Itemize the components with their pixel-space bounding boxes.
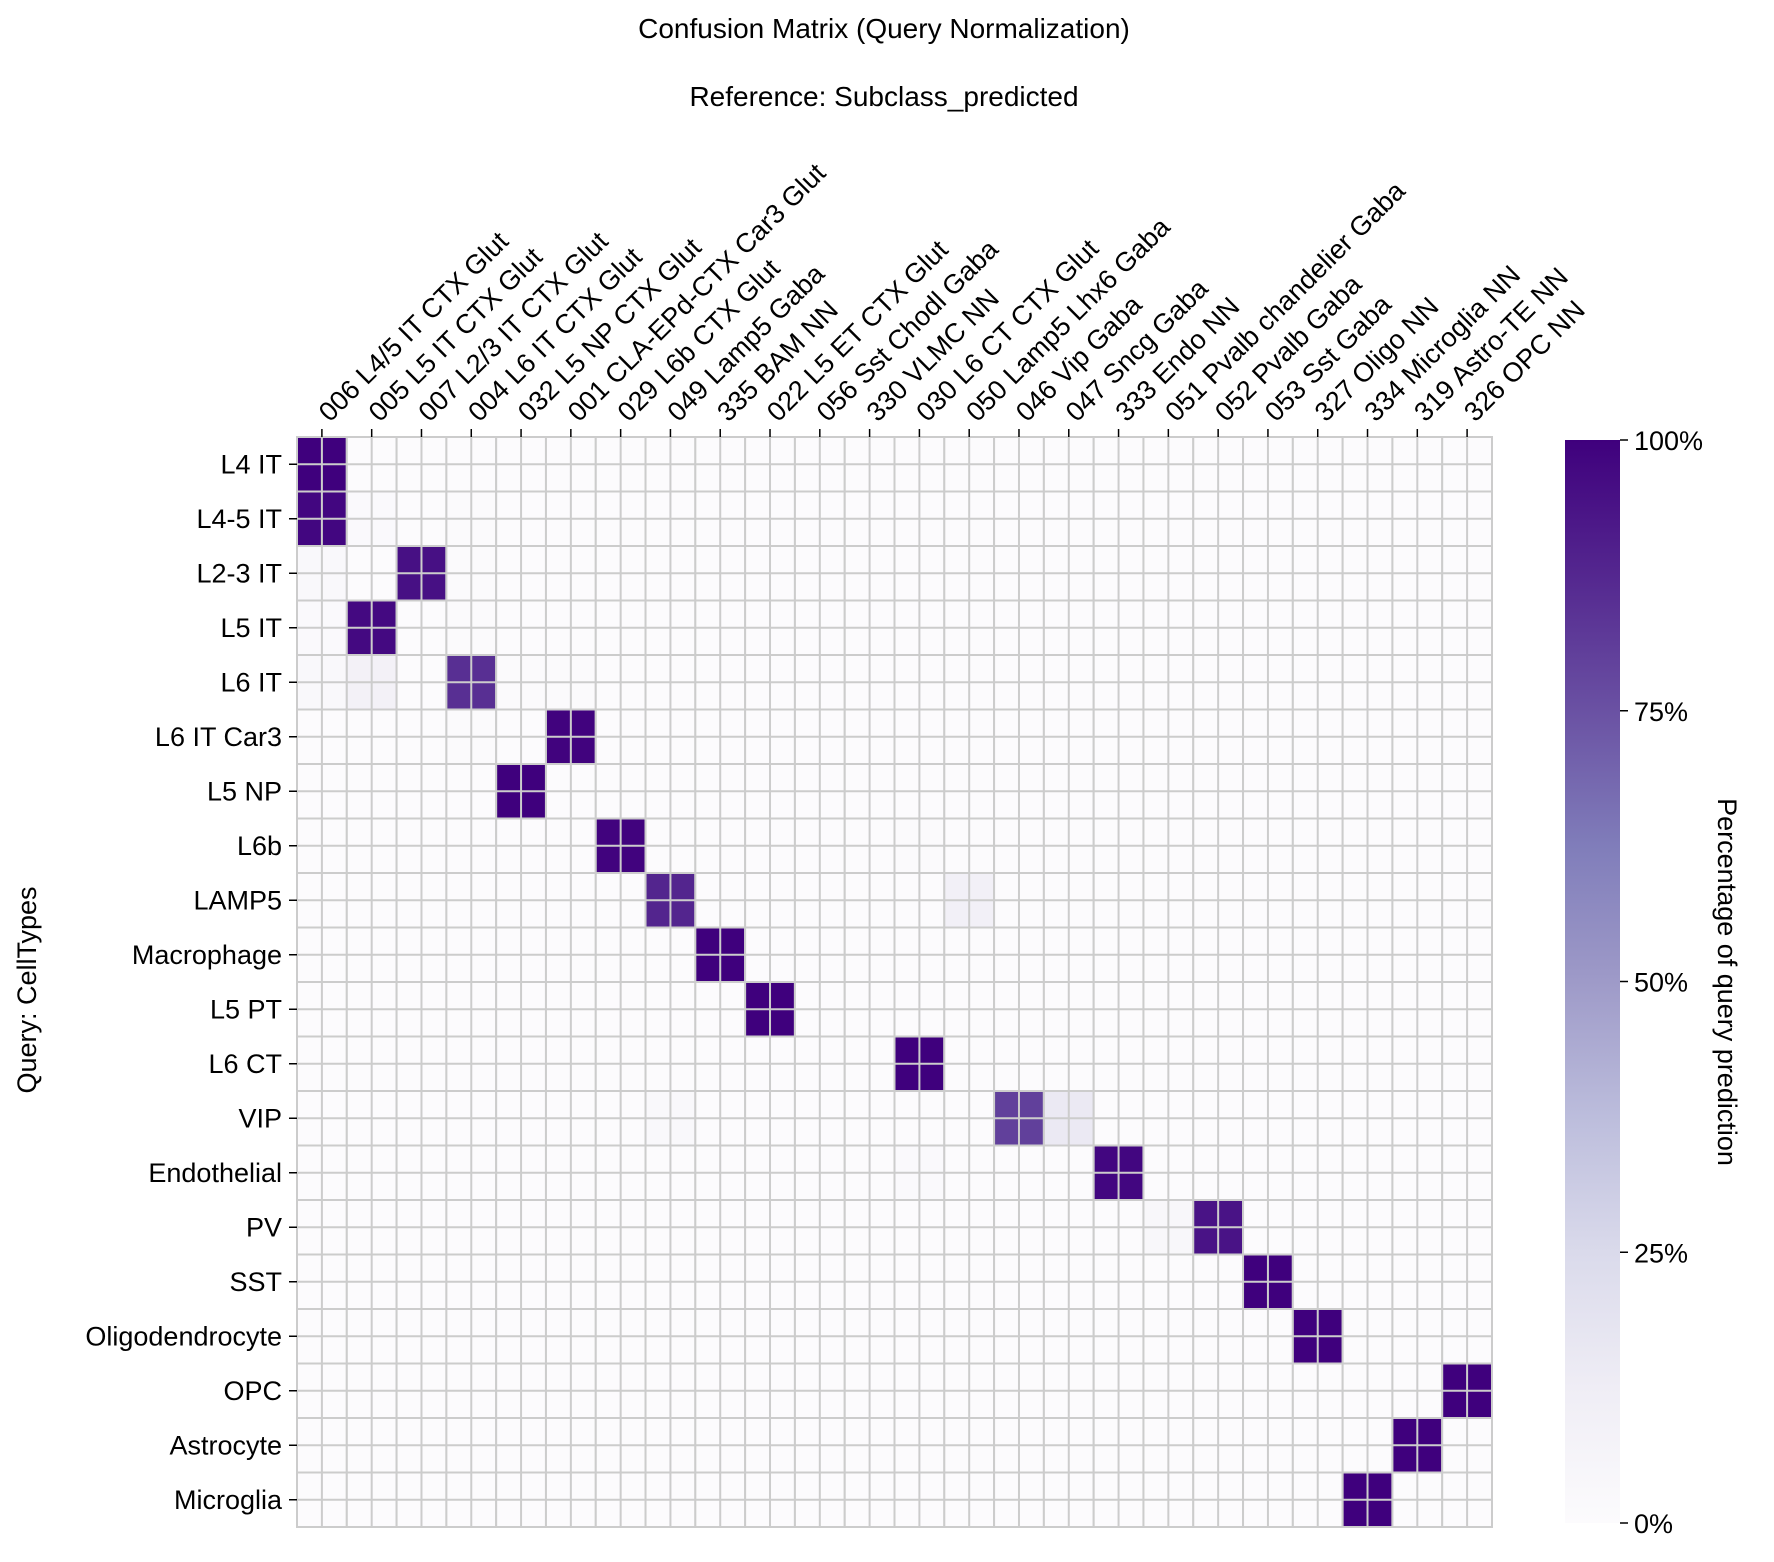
colorbar-tick-label: 100%: [1634, 426, 1703, 456]
colorbar-tick-label: 25%: [1634, 1238, 1688, 1268]
y-tick-label: VIP: [238, 1103, 282, 1133]
y-tick-label: Astrocyte: [169, 1430, 282, 1460]
colorbar-ticks: 0% 25% 50% 75% 100%: [1620, 426, 1703, 1539]
heatmap-cells: [296, 436, 1493, 1528]
chart-subtitle: Reference: Subclass_predicted: [689, 81, 1078, 112]
y-tick-label: PV: [246, 1212, 282, 1242]
y-tick-label: L6 IT Car3: [155, 722, 282, 752]
y-tick-label: L5 IT: [220, 613, 282, 643]
y-tick-labels: L4 IT L4-5 IT L2-3 IT L5 IT L6 IT L6 IT Car3 L…: [85, 449, 297, 1515]
colorbar-tick-label: 0%: [1634, 1509, 1673, 1539]
y-tick-label: L5 NP: [207, 776, 282, 806]
y-tick-label: Endothelial: [148, 1158, 282, 1188]
y-tick-label: L4 IT: [220, 449, 282, 479]
y-axis-label: Query: CellTypes: [12, 886, 42, 1093]
chart-title: Confusion Matrix (Query Normalization): [638, 13, 1130, 44]
y-tick-label: L5 PT: [210, 994, 282, 1024]
colorbar-tick-label: 75%: [1634, 697, 1688, 727]
y-tick-label: LAMP5: [193, 885, 282, 915]
y-tick-label: Microglia: [174, 1485, 283, 1515]
colorbar-tick-label: 50%: [1634, 968, 1688, 998]
y-tick-label: OPC: [223, 1376, 282, 1406]
y-tick-label: Oligodendrocyte: [85, 1321, 282, 1351]
y-tick-label: L6b: [237, 831, 282, 861]
y-tick-label: L6 CT: [208, 1049, 282, 1079]
colorbar-label: Percentage of query prediction: [1712, 798, 1742, 1166]
y-tick-label: L4-5 IT: [196, 504, 282, 534]
y-tick-label: Macrophage: [132, 940, 282, 970]
colorbar: [1565, 440, 1620, 1523]
y-tick-label: L6 IT: [220, 667, 282, 697]
y-tick-label: SST: [229, 1267, 282, 1297]
y-tick-label: L2-3 IT: [196, 558, 282, 588]
